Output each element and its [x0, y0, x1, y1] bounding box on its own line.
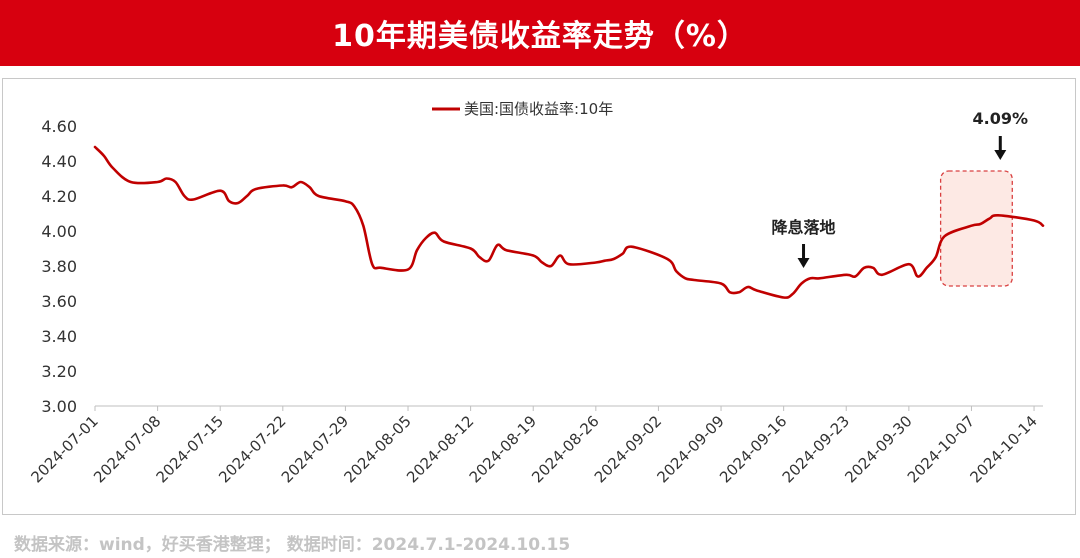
y-tick-label-4: 3.80 — [41, 257, 77, 276]
highlight-box — [939, 170, 1013, 287]
y-tick-label-2: 3.40 — [41, 327, 77, 346]
y-tick-label-7: 4.40 — [41, 152, 77, 171]
y-tick-label-1: 3.20 — [41, 362, 77, 381]
annotation-label-1: 4.09% — [973, 109, 1029, 128]
y-tick-label-0: 3.00 — [41, 397, 77, 416]
y-tick-label-6: 4.20 — [41, 187, 77, 206]
chart-banner-title: 10年期美债收益率走势（%） — [0, 0, 1080, 66]
x-axis: 2024-07-012024-07-082024-07-152024-07-22… — [27, 405, 1043, 486]
legend-label: 美国:国债收益率:10年 — [464, 100, 613, 118]
annotation-arrow-head-0 — [797, 258, 810, 268]
highlight-region — [939, 170, 1013, 287]
annotations: 降息落地 4.09% — [772, 109, 1029, 268]
y-tick-label-8: 4.60 — [41, 117, 77, 136]
y-tick-label-5: 4.00 — [41, 222, 77, 241]
chart-frame — [2, 78, 1076, 515]
y-axis: 3.00 3.20 3.40 3.60 3.80 4.00 4.20 4.40 4.60 — [41, 117, 77, 416]
series-group — [93, 145, 1045, 299]
chart-legend: 美国:国债收益率:10年 — [432, 100, 613, 118]
footer-source: 数据来源：wind，好买香港整理； 数据时间：2024.7.1-2024.10.… — [14, 535, 571, 555]
y-tick-label-3: 3.60 — [41, 292, 77, 311]
x-tick-label-15: 2024-10-14 — [967, 412, 1041, 486]
yield-line-chart: 美国:国债收益率:10年 3.00 3.20 3.40 3.60 3.80 4.00 4.2… — [27, 100, 1045, 486]
series-line-0 — [93, 145, 1045, 299]
annotation-arrow-head-1 — [994, 150, 1007, 160]
annotation-label-0: 降息落地 — [772, 218, 836, 237]
